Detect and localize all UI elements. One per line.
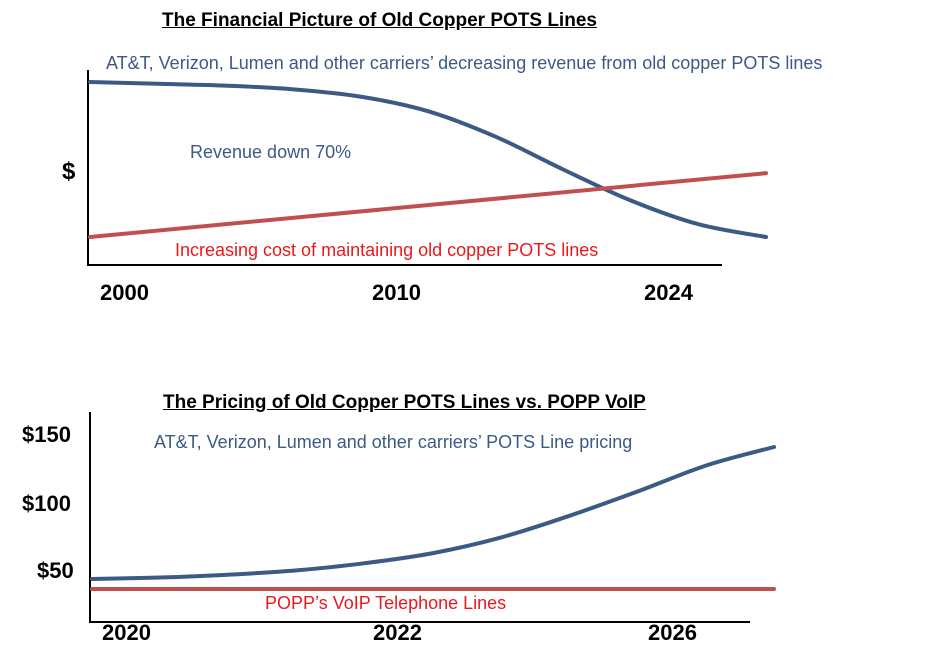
- chart2-x-tick-2020: 2020: [102, 620, 151, 645]
- chart1-revenue-line: [88, 80, 768, 239]
- chart1-series-cost-label: Increasing cost of maintaining old coppe…: [175, 240, 599, 260]
- chart2-pricing-line: [90, 445, 776, 581]
- chart2-y-tick-50: $50: [37, 558, 74, 583]
- chart1-x-tick-2024: 2024: [644, 280, 693, 305]
- chart1-title: The Financial Picture of Old Copper POTS…: [162, 10, 597, 31]
- chart2-y-tick-100: $100: [22, 491, 71, 516]
- chart2-series-pricing-label: AT&T, Verizon, Lumen and other carriers’…: [154, 432, 633, 452]
- chart1-series-revenue-label: AT&T, Verizon, Lumen and other carriers’…: [106, 53, 823, 73]
- chart1-cost-line: [88, 171, 768, 239]
- chart2-x-tick-2026: 2026: [648, 620, 697, 645]
- chart1-x-tick-2000: 2000: [100, 280, 149, 305]
- chart2-series-voip-label: POPP’s VoIP Telephone Lines: [265, 593, 507, 613]
- chart1-annotation: Revenue down 70%: [190, 142, 352, 162]
- chart1-x-tick-2010: 2010: [372, 280, 421, 305]
- chart1-y-axis-label: $: [62, 158, 76, 185]
- chart2-y-tick-150: $150: [22, 422, 71, 447]
- chart2-title: The Pricing of Old Copper POTS Lines vs.…: [163, 392, 646, 413]
- chart2-x-tick-2022: 2022: [373, 620, 422, 645]
